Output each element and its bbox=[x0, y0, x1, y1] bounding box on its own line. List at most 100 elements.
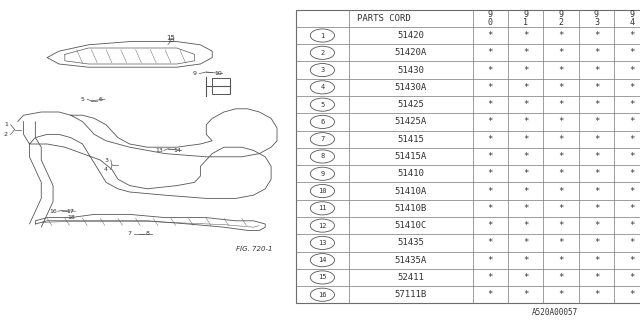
Text: *: * bbox=[594, 48, 599, 57]
Text: *: * bbox=[488, 117, 493, 126]
Text: *: * bbox=[594, 117, 599, 126]
Text: *: * bbox=[523, 117, 529, 126]
Text: *: * bbox=[629, 117, 634, 126]
Text: *: * bbox=[594, 238, 599, 247]
Text: *: * bbox=[523, 152, 529, 161]
Text: 51420: 51420 bbox=[397, 31, 424, 40]
Text: *: * bbox=[629, 221, 634, 230]
Text: *: * bbox=[523, 66, 529, 75]
Text: 7: 7 bbox=[320, 136, 324, 142]
Text: *: * bbox=[629, 83, 634, 92]
Text: 14: 14 bbox=[318, 257, 326, 263]
Text: 52411: 52411 bbox=[397, 273, 424, 282]
Text: *: * bbox=[488, 238, 493, 247]
Text: *: * bbox=[594, 100, 599, 109]
Text: *: * bbox=[559, 135, 564, 144]
Text: *: * bbox=[594, 187, 599, 196]
Circle shape bbox=[310, 46, 335, 60]
Text: 9: 9 bbox=[320, 171, 324, 177]
Circle shape bbox=[310, 81, 335, 94]
Text: *: * bbox=[629, 31, 634, 40]
Text: 3: 3 bbox=[320, 67, 324, 73]
Text: 15: 15 bbox=[166, 35, 175, 41]
Text: *: * bbox=[559, 83, 564, 92]
Text: *: * bbox=[523, 135, 529, 144]
Text: *: * bbox=[594, 221, 599, 230]
Text: *: * bbox=[488, 221, 493, 230]
Text: 51410: 51410 bbox=[397, 169, 424, 178]
Text: 51425: 51425 bbox=[397, 100, 424, 109]
Text: 8: 8 bbox=[320, 154, 324, 159]
Text: *: * bbox=[594, 66, 599, 75]
Text: 18: 18 bbox=[67, 215, 75, 220]
Text: *: * bbox=[629, 238, 634, 247]
Text: *: * bbox=[594, 256, 599, 265]
Text: *: * bbox=[523, 290, 529, 299]
Text: 13: 13 bbox=[156, 148, 163, 153]
Text: *: * bbox=[523, 238, 529, 247]
Circle shape bbox=[310, 115, 335, 129]
Text: *: * bbox=[629, 256, 634, 265]
Text: *: * bbox=[594, 204, 599, 213]
Text: 9
4: 9 4 bbox=[629, 10, 634, 27]
Text: *: * bbox=[629, 204, 634, 213]
Circle shape bbox=[310, 202, 335, 215]
Text: 15: 15 bbox=[318, 275, 326, 280]
Text: 9: 9 bbox=[193, 71, 196, 76]
Text: *: * bbox=[559, 117, 564, 126]
Text: *: * bbox=[488, 152, 493, 161]
Text: *: * bbox=[559, 152, 564, 161]
Text: *: * bbox=[523, 187, 529, 196]
Text: *: * bbox=[594, 169, 599, 178]
Text: *: * bbox=[594, 83, 599, 92]
Text: *: * bbox=[523, 256, 529, 265]
Text: *: * bbox=[523, 83, 529, 92]
Text: 51410A: 51410A bbox=[395, 187, 427, 196]
Text: *: * bbox=[629, 187, 634, 196]
Text: *: * bbox=[559, 169, 564, 178]
Text: *: * bbox=[488, 273, 493, 282]
Text: 7: 7 bbox=[127, 231, 132, 236]
Text: 9
0: 9 0 bbox=[488, 10, 493, 27]
Text: 14: 14 bbox=[173, 148, 180, 153]
Text: 51435A: 51435A bbox=[395, 256, 427, 265]
Text: 9
3: 9 3 bbox=[594, 10, 599, 27]
Text: 9
1: 9 1 bbox=[524, 10, 528, 27]
Text: *: * bbox=[488, 66, 493, 75]
Text: 51425A: 51425A bbox=[395, 117, 427, 126]
Circle shape bbox=[310, 167, 335, 180]
Text: *: * bbox=[559, 66, 564, 75]
Circle shape bbox=[310, 98, 335, 111]
Text: PARTS CORD: PARTS CORD bbox=[357, 14, 411, 23]
Text: 6: 6 bbox=[99, 97, 102, 102]
Text: 10: 10 bbox=[318, 188, 326, 194]
Text: *: * bbox=[629, 66, 634, 75]
Bar bbox=[296, 10, 640, 303]
Text: *: * bbox=[559, 100, 564, 109]
Text: *: * bbox=[523, 169, 529, 178]
Text: 2: 2 bbox=[320, 50, 324, 56]
Circle shape bbox=[310, 253, 335, 267]
Text: *: * bbox=[488, 48, 493, 57]
Text: *: * bbox=[523, 221, 529, 230]
Text: *: * bbox=[629, 290, 634, 299]
Text: 8: 8 bbox=[145, 231, 149, 236]
Text: *: * bbox=[594, 152, 599, 161]
Text: 16: 16 bbox=[49, 209, 57, 214]
Circle shape bbox=[310, 219, 335, 232]
Text: *: * bbox=[559, 187, 564, 196]
Text: 1: 1 bbox=[320, 33, 324, 38]
Text: *: * bbox=[488, 290, 493, 299]
Text: *: * bbox=[629, 273, 634, 282]
Text: *: * bbox=[488, 204, 493, 213]
Circle shape bbox=[310, 150, 335, 163]
Text: 1: 1 bbox=[4, 122, 8, 127]
Text: *: * bbox=[594, 273, 599, 282]
Text: 6: 6 bbox=[320, 119, 324, 125]
Text: *: * bbox=[629, 152, 634, 161]
Text: *: * bbox=[559, 290, 564, 299]
Text: 2: 2 bbox=[4, 132, 8, 137]
Text: 13: 13 bbox=[318, 240, 326, 246]
Text: 51435: 51435 bbox=[397, 238, 424, 247]
Text: 15: 15 bbox=[167, 37, 175, 43]
